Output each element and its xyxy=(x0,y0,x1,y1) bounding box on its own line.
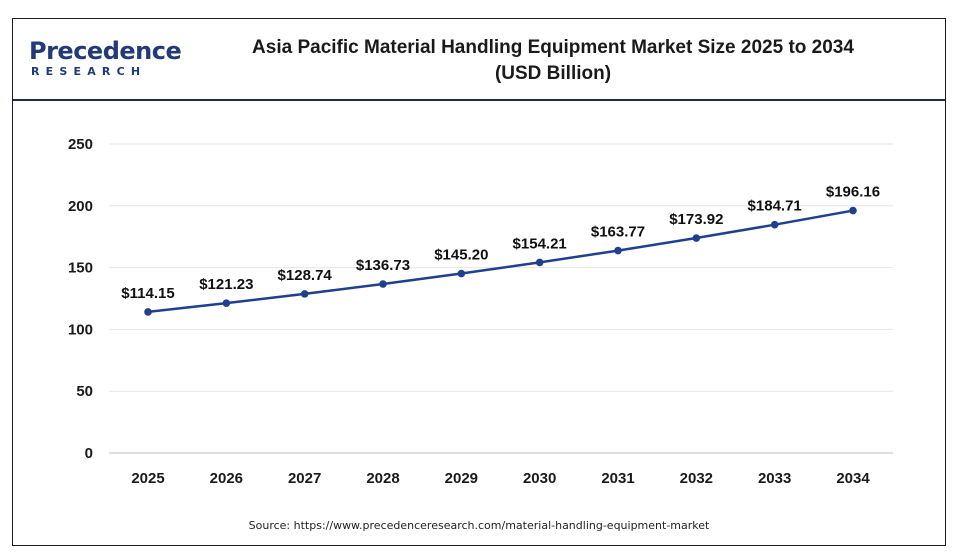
y-tick-label: 250 xyxy=(68,136,93,153)
y-tick-label: 100 xyxy=(68,321,93,338)
data-label: $128.74 xyxy=(278,267,333,284)
data-label: $121.23 xyxy=(199,276,253,293)
data-label: $163.77 xyxy=(591,224,645,241)
data-point xyxy=(535,258,544,267)
x-tick-label: 2029 xyxy=(445,470,478,487)
data-label: $136.73 xyxy=(356,257,410,274)
x-tick-label: 2025 xyxy=(131,470,164,487)
data-point xyxy=(614,246,622,255)
brand-sub: RESEARCH xyxy=(31,65,147,78)
data-point xyxy=(692,234,701,242)
x-tick-label: 2030 xyxy=(523,470,556,487)
chart-title: Asia Pacific Material Handling Equipment… xyxy=(193,35,913,87)
series-line xyxy=(147,209,854,314)
data-label: $184.71 xyxy=(748,198,802,215)
chart-title-line2: (USD Billion) xyxy=(494,63,612,84)
chart-title-line1: Asia Pacific Material Handling Equipment… xyxy=(252,37,854,58)
y-tick-label: 0 xyxy=(85,445,93,462)
x-tick-label: 2026 xyxy=(210,470,243,487)
data-point xyxy=(849,206,857,215)
data-point xyxy=(222,299,231,307)
data-label: $114.15 xyxy=(121,285,174,302)
data-label: $173.92 xyxy=(669,211,723,228)
data-label: $196.16 xyxy=(826,184,880,201)
data-label: $145.20 xyxy=(434,247,488,264)
x-tick-label: 2032 xyxy=(680,470,713,487)
brand-logo: Precedence RESEARCH xyxy=(29,37,182,83)
data-label: $154.21 xyxy=(513,235,567,252)
chart-header: Precedence RESEARCH Asia Pacific Materia… xyxy=(13,19,945,101)
data-point xyxy=(457,269,466,278)
x-tick-label: 2033 xyxy=(758,470,791,487)
y-tick-label: 200 xyxy=(68,198,93,215)
y-tick-label: 50 xyxy=(76,383,93,400)
x-tick-label: 2028 xyxy=(366,470,399,487)
x-tick-label: 2031 xyxy=(601,470,634,487)
data-point xyxy=(144,308,152,316)
data-point xyxy=(770,220,779,229)
chart-frame: Precedence RESEARCH Asia Pacific Materia… xyxy=(12,18,946,546)
x-tick-label: 2027 xyxy=(288,470,321,487)
line-chart: 0 50 100 150 200 250 2025 2026 2027 2028 2029 2030 2… xyxy=(68,136,893,487)
source-note: Source: https://www.precedenceresearch.c… xyxy=(248,519,710,532)
data-point xyxy=(379,280,387,288)
brand-name: Precedence xyxy=(29,37,182,65)
x-tick-label: 2034 xyxy=(836,470,870,487)
y-tick-label: 150 xyxy=(68,260,93,277)
data-point xyxy=(300,290,309,298)
